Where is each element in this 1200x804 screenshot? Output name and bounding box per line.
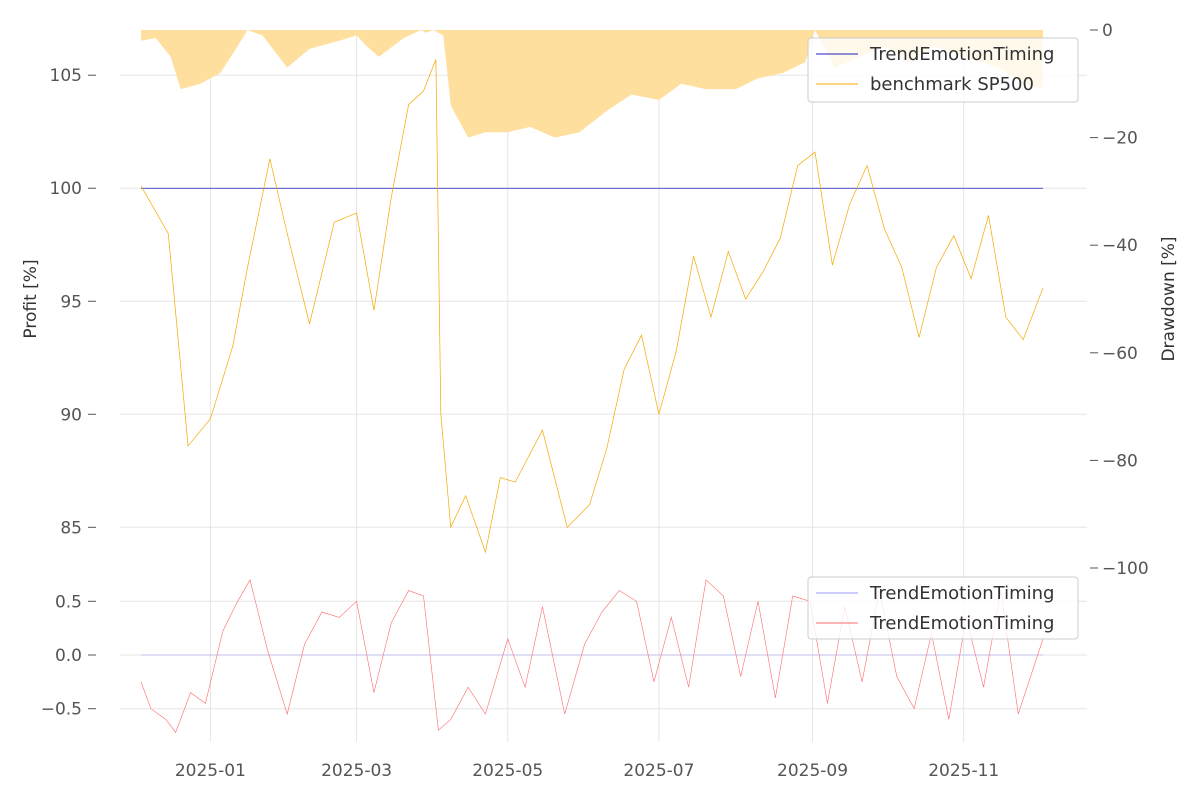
- x-tick-label: 2025-07: [623, 761, 694, 781]
- y-tick-label: 90: [60, 405, 82, 425]
- benchmark-line: [140, 59, 1044, 554]
- y2-tick-label: −100: [1102, 559, 1149, 579]
- x-tick-label: 2025-11: [928, 761, 999, 781]
- y-tick-label: 85: [60, 518, 82, 538]
- y-tick-label: 0.0: [55, 646, 82, 666]
- y-tick-label: 0.5: [55, 592, 82, 612]
- y-tick-label: −0.5: [41, 700, 82, 720]
- legend-bottom-box: [807, 576, 1079, 640]
- y2-axis-label: Drawdown [%]: [1159, 236, 1179, 361]
- y-tick-label: 105: [50, 66, 82, 86]
- legend-layer: TrendEmotionTiming benchmark SP500 TrendEm…: [807, 37, 1079, 640]
- legend-bottom-label: TrendEmotionTiming: [869, 613, 1054, 634]
- y-axis-label: Profit [%]: [21, 259, 41, 338]
- x-tick-label: 2025-03: [321, 761, 392, 781]
- x-tick-label: 2025-09: [777, 761, 848, 781]
- legend-top-label: TrendEmotionTiming: [869, 44, 1054, 65]
- drawdown-area: [141, 30, 1043, 138]
- y2-tick-label: −80: [1102, 451, 1138, 471]
- legend-top-label: benchmark SP500: [870, 74, 1034, 95]
- x-tick-label: 2025-05: [472, 761, 543, 781]
- y2-tick-label: 0: [1102, 21, 1113, 41]
- x-tick-label: 2025-01: [175, 761, 246, 781]
- y-tick-label: 100: [50, 179, 82, 199]
- y2-tick-label: −60: [1102, 344, 1138, 364]
- axes-layer: 85 90 95 100 105 −0.5 0.0 0.5 0 −20 −40 −60 −80 −100 2…: [21, 21, 1179, 781]
- legend-top-box: [807, 37, 1079, 103]
- legend-bottom-label: TrendEmotionTiming: [869, 583, 1054, 604]
- y2-tick-label: −20: [1102, 129, 1138, 149]
- y-tick-label: 95: [60, 292, 82, 312]
- y2-tick-label: −40: [1102, 236, 1138, 256]
- drawdown-area-layer: [141, 30, 1043, 138]
